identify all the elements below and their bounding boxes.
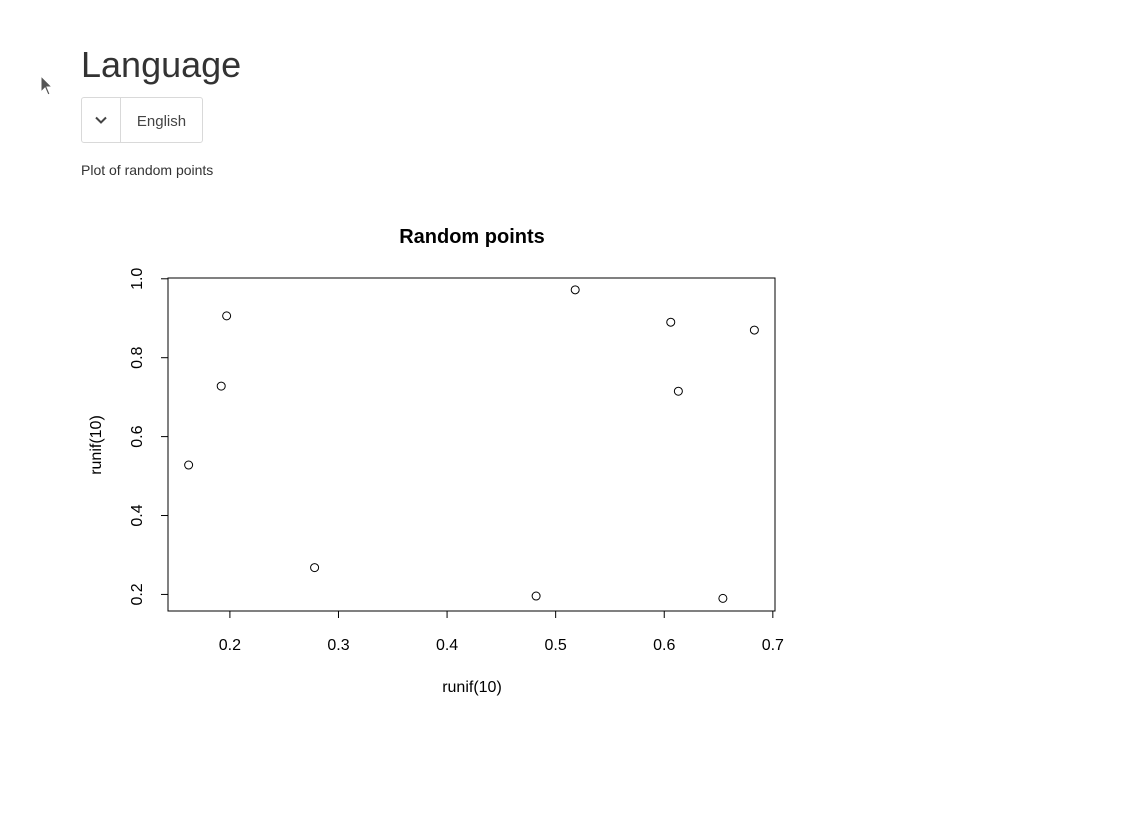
data-point bbox=[531, 591, 541, 601]
x-tick-label: 0.4 bbox=[436, 637, 458, 654]
plot-caption: Plot of random points bbox=[81, 162, 214, 178]
x-axis-label: runif(10) bbox=[442, 679, 502, 696]
data-point bbox=[570, 285, 580, 295]
y-tick-label: 0.6 bbox=[129, 425, 146, 447]
data-point bbox=[749, 325, 759, 335]
x-axis: 0.2 0.3 0.4 0.5 0.6 0.7 bbox=[219, 610, 784, 654]
y-tick-label: 0.8 bbox=[129, 346, 146, 368]
mouse-pointer-icon bbox=[40, 75, 54, 96]
data-point bbox=[184, 460, 194, 470]
data-point bbox=[310, 563, 320, 573]
data-point bbox=[718, 593, 728, 603]
data-point bbox=[666, 317, 676, 327]
x-tick-label: 0.2 bbox=[219, 637, 241, 654]
y-tick-label: 0.4 bbox=[129, 504, 146, 526]
data-point bbox=[222, 311, 232, 321]
data-point bbox=[673, 386, 683, 396]
selected-language: English bbox=[136, 112, 187, 130]
x-tick-label: 0.6 bbox=[653, 637, 675, 654]
data-points bbox=[184, 285, 759, 603]
chevron-down-icon[interactable] bbox=[82, 98, 121, 142]
x-tick-label: 0.5 bbox=[545, 637, 567, 654]
y-axis-label: runif(10) bbox=[88, 415, 105, 475]
x-tick-label: 0.3 bbox=[327, 637, 349, 654]
chart-title: Random points bbox=[399, 226, 545, 248]
y-axis: 0.2 0.4 0.6 0.8 1.0 bbox=[129, 268, 169, 606]
x-tick-label: 0.7 bbox=[762, 637, 784, 654]
language-heading: Language bbox=[81, 44, 242, 85]
y-tick-label: 1.0 bbox=[129, 268, 146, 290]
y-tick-label: 0.2 bbox=[129, 583, 146, 605]
data-point bbox=[216, 381, 226, 391]
plot-frame bbox=[167, 277, 776, 612]
language-select[interactable]: English bbox=[81, 97, 203, 143]
